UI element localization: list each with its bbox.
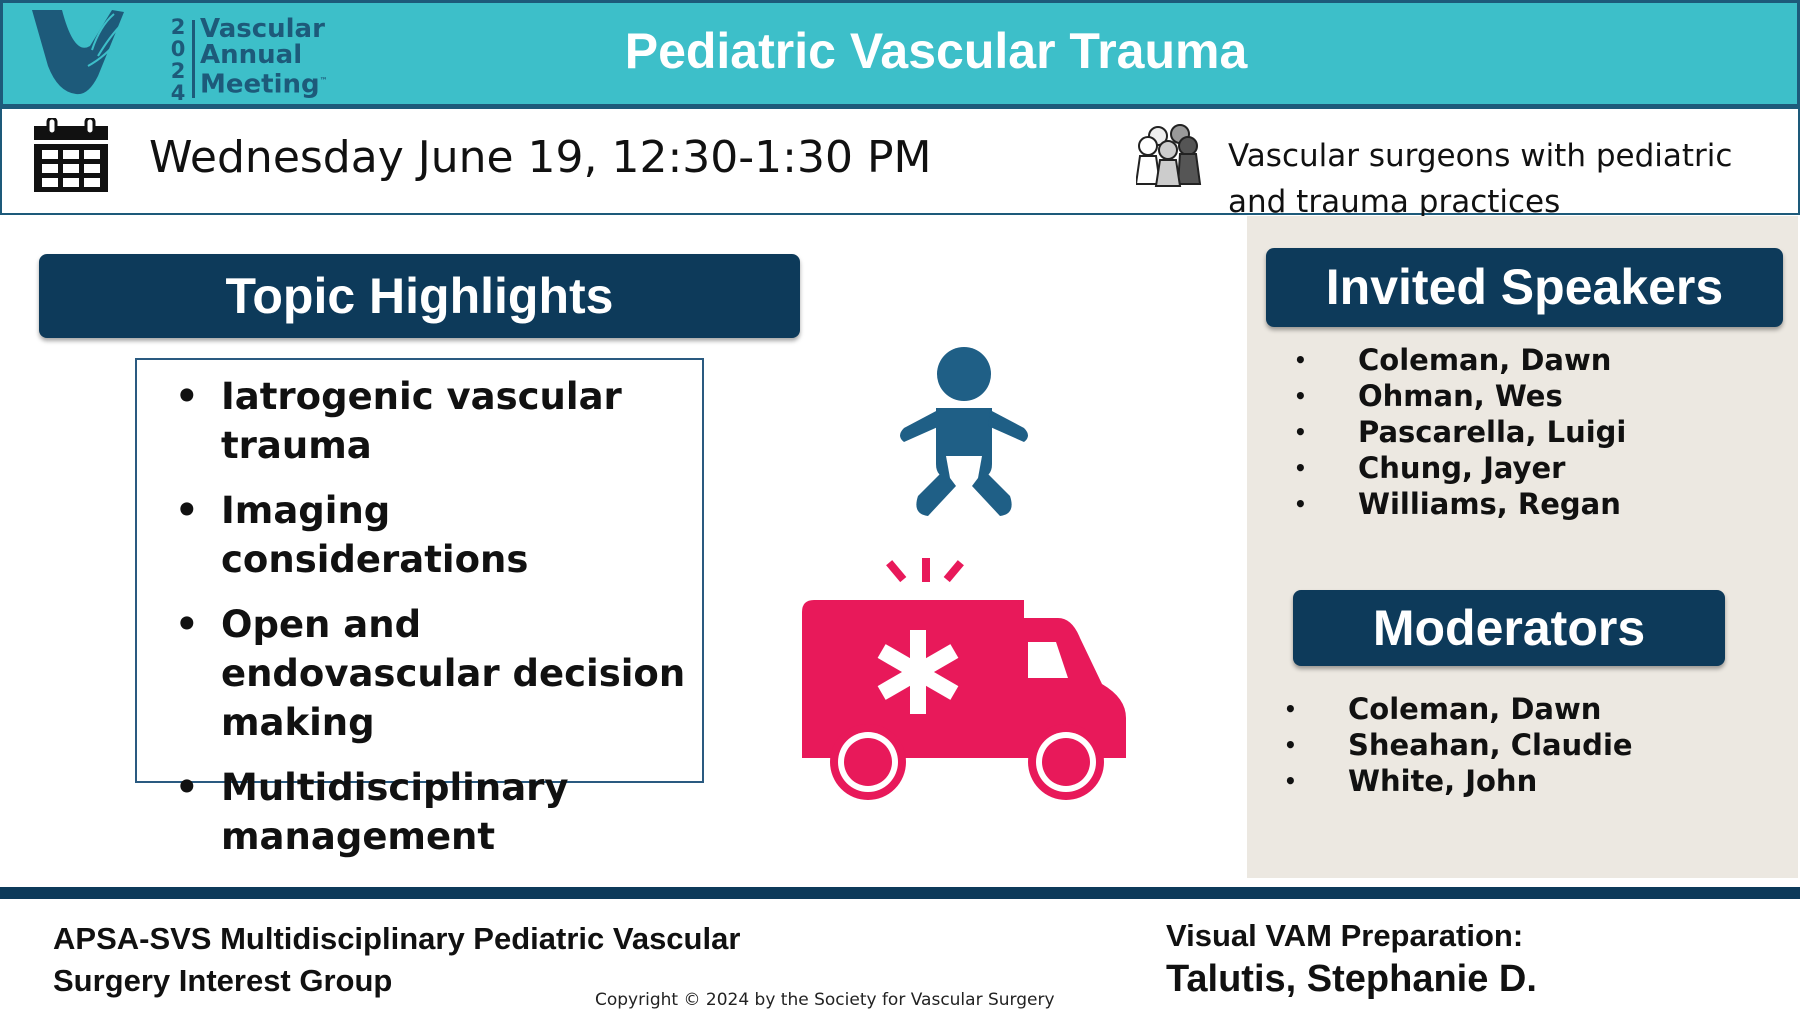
moderator-item: • Coleman, Dawn	[1284, 692, 1602, 726]
speaker-item: • Ohman, Wes	[1294, 379, 1563, 413]
header-banner	[0, 0, 1800, 107]
baby-icon	[900, 347, 1028, 516]
target-audience: Vascular surgeons with pediatric and tra…	[1228, 138, 1733, 220]
topic-highlights-heading: Topic Highlights	[39, 254, 800, 338]
info-bar	[0, 107, 1800, 215]
calendar-icon	[34, 118, 108, 192]
speaker-item: • Williams, Regan	[1294, 487, 1621, 521]
topic-item: Iatrogenic vascular trauma	[175, 372, 695, 470]
speaker-item: • Chung, Jayer	[1294, 451, 1566, 485]
session-date: Wednesday June 19, 12:30-1:30 PM	[149, 132, 932, 183]
page-title: Pediatric Vascular Trauma	[624, 23, 1248, 79]
speaker-item: • Pascarella, Luigi	[1294, 415, 1627, 449]
invited-speakers-heading: Invited Speakers	[1266, 248, 1783, 327]
vam-v-logo-icon	[32, 10, 124, 95]
people-group-icon	[1136, 124, 1202, 187]
speaker-list: • Coleman, Dawn • Ohman, Wes • Pascarella, …	[1294, 342, 1627, 522]
preparation-label: Visual VAM Preparation:	[1166, 918, 1524, 953]
moderator-item: • Sheahan, Claudie	[1284, 728, 1633, 762]
topic-list: Iatrogenic vascular trauma Imaging consi…	[175, 372, 695, 877]
interest-group-name: APSA-SVS Multidisciplinary Pediatric Vas…	[53, 921, 741, 998]
moderator-item: • White, John	[1284, 764, 1538, 798]
speaker-item: • Coleman, Dawn	[1294, 343, 1612, 377]
topic-item: Imaging considerations	[175, 486, 695, 584]
copyright: Copyright © 2024 by the Society for Vasc…	[595, 990, 1055, 1010]
preparer-name: Talutis, Stephanie D.	[1166, 958, 1537, 1000]
footer-divider	[0, 887, 1800, 899]
logo-text: Vascular Annual Meeting™	[200, 14, 328, 100]
moderator-list: • Coleman, Dawn • Sheahan, Claudie • White,…	[1284, 691, 1633, 799]
moderators-heading: Moderators	[1293, 590, 1725, 666]
topic-item: Multidisciplinary management	[175, 763, 695, 861]
ambulance-icon	[802, 558, 1126, 800]
topic-item: Open and endovascular decision making	[175, 600, 695, 747]
logo-divider	[192, 20, 195, 98]
